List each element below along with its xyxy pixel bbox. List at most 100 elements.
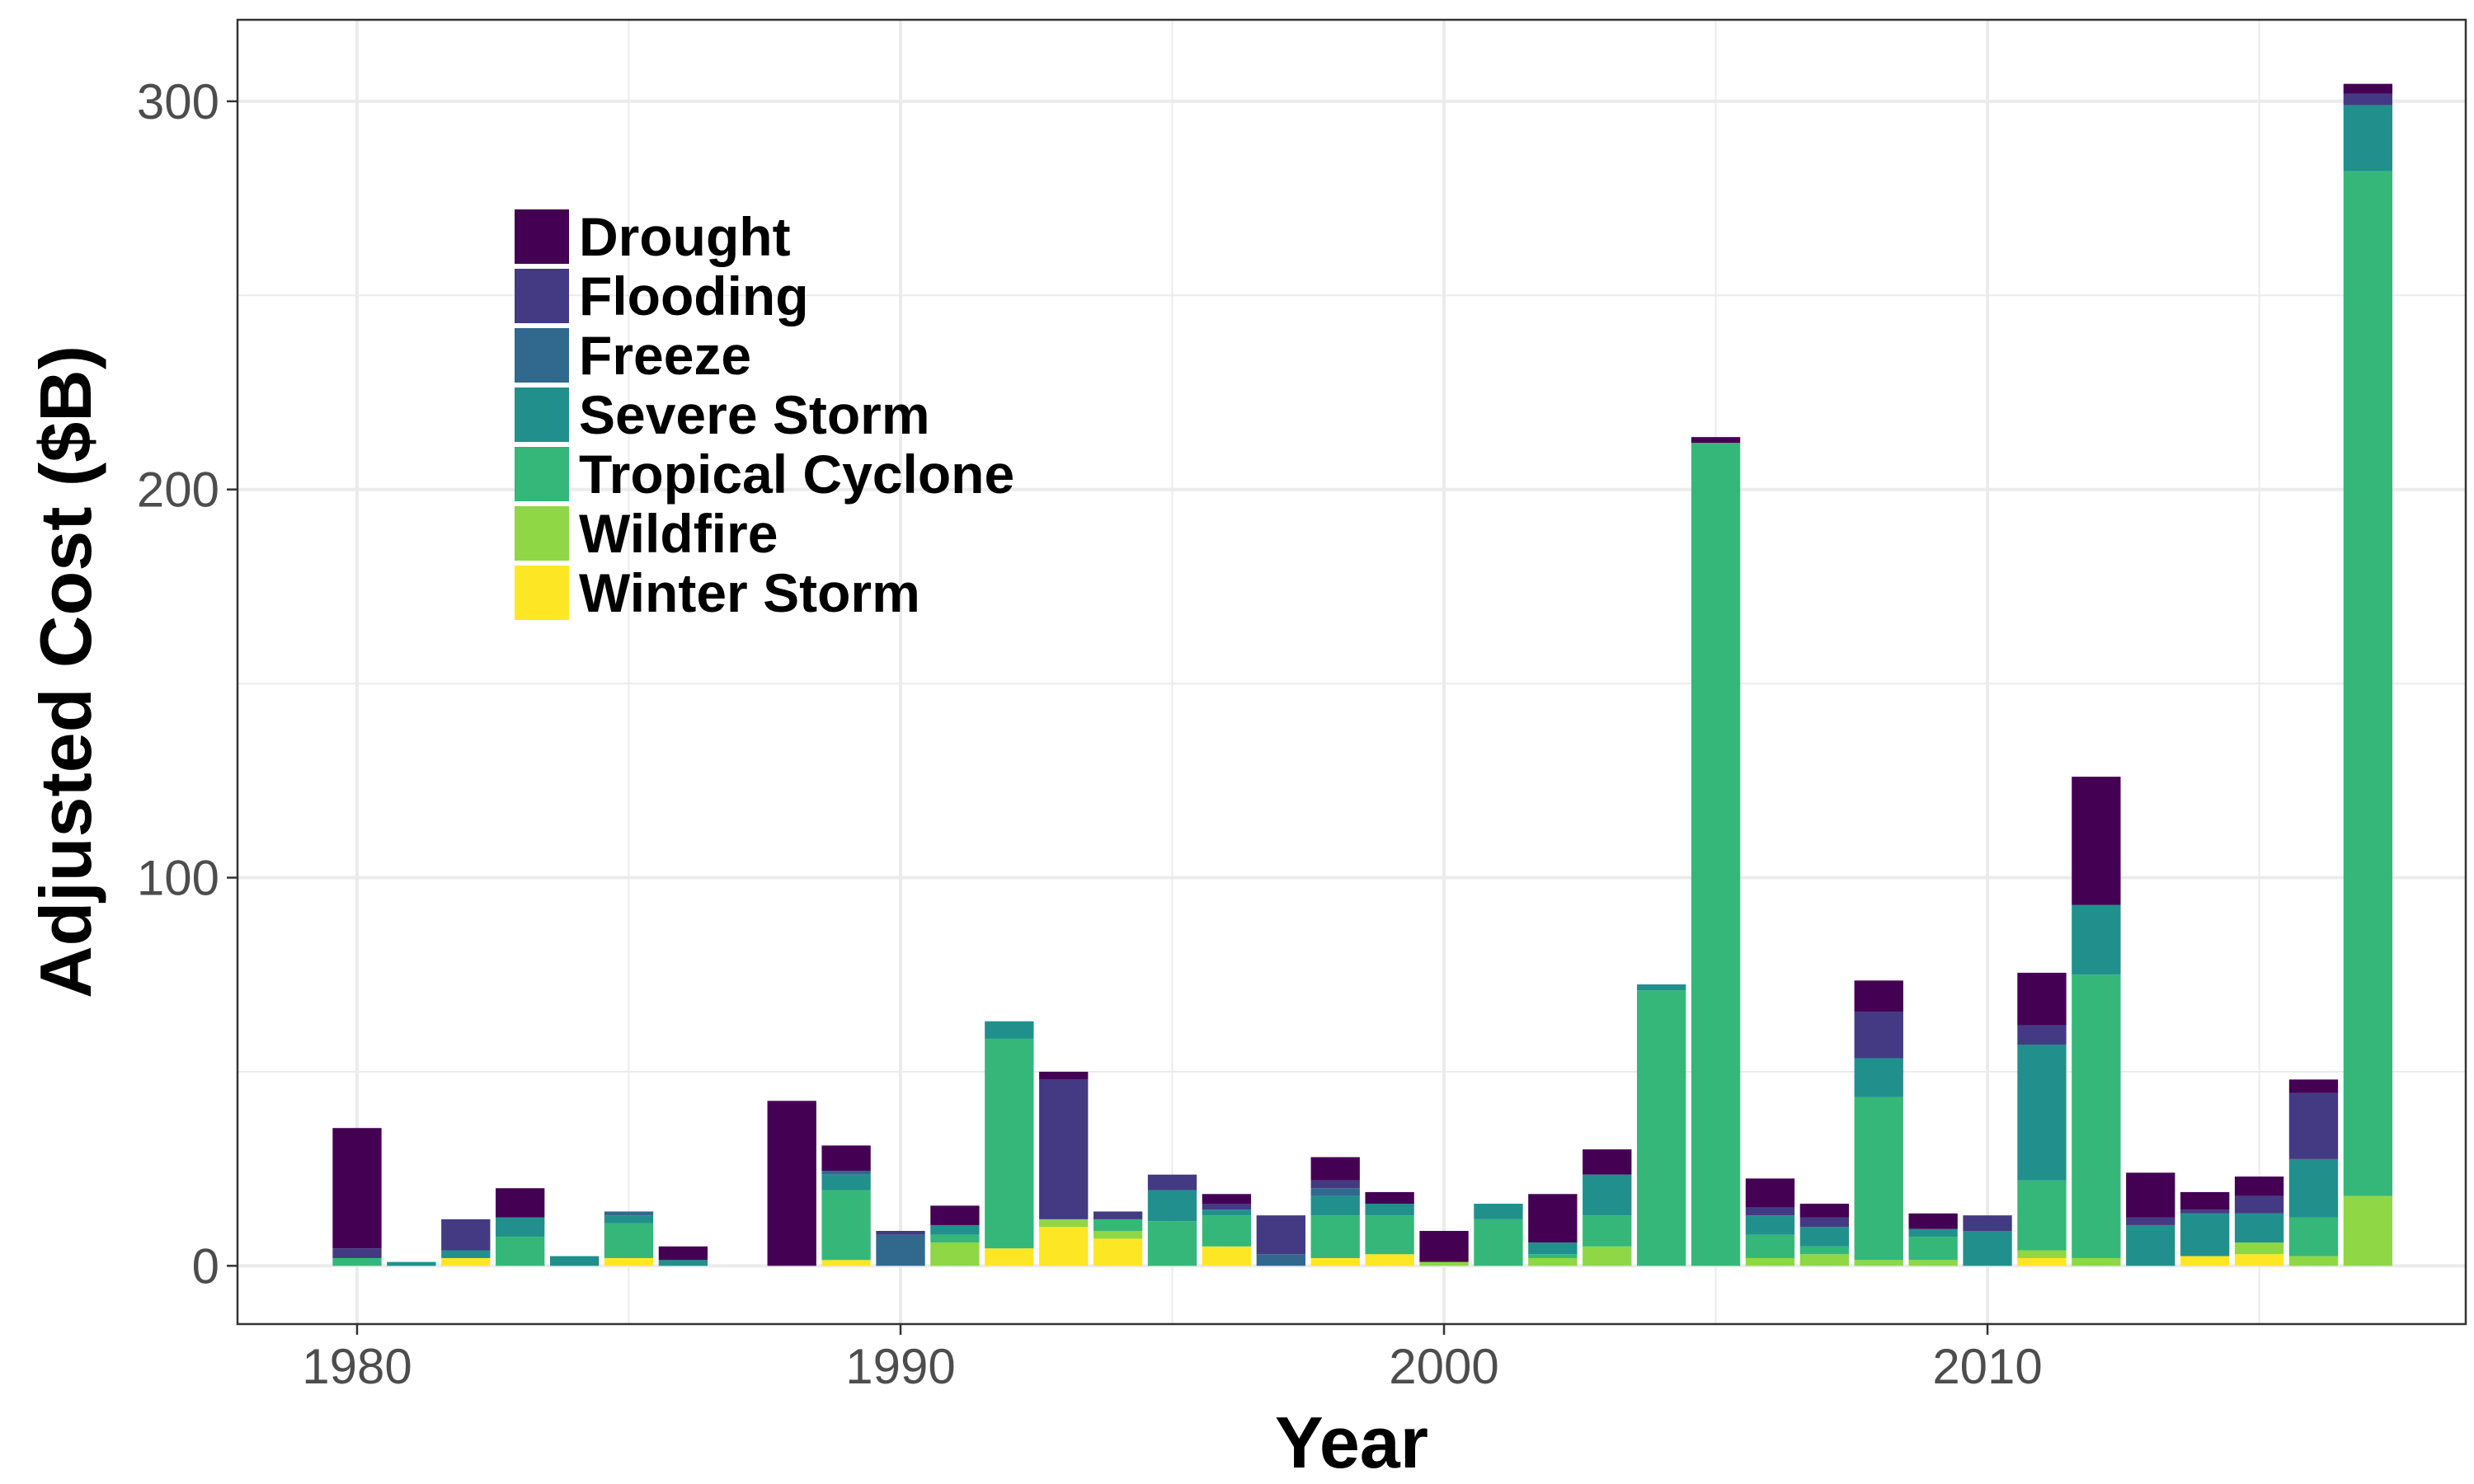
bar-2001-tropical-cyclone: [1474, 1219, 1523, 1266]
legend-label-wildfire: Wildfire: [579, 503, 778, 564]
bar-2012-tropical-cyclone: [2072, 974, 2121, 1258]
bar-2014-flooding: [2180, 1209, 2230, 1214]
legend-label-flooding: Flooding: [579, 265, 809, 326]
bar-2017-flooding: [2343, 93, 2393, 106]
legend-key-severe-storm: [515, 387, 569, 442]
bar-2008-wildfire: [1854, 1260, 1903, 1266]
bar-1996-tropical-cyclone: [1202, 1215, 1252, 1247]
bar-1998-freeze: [1310, 1188, 1360, 1196]
bar-1981-severe-storm: [387, 1261, 436, 1266]
bar-2017-tropical-cyclone: [2343, 171, 2393, 1196]
bar-2014-severe-storm: [2180, 1213, 2230, 1256]
bar-2017-drought: [2343, 83, 2393, 94]
legend-label-severe-storm: Severe Storm: [579, 384, 930, 445]
bar-2007-tropical-cyclone: [1799, 1246, 1850, 1255]
bar-1988-drought: [767, 1101, 816, 1266]
bar-2002-severe-storm: [1528, 1242, 1578, 1255]
legend-key-drought: [515, 209, 569, 264]
y-axis-title: Adjusted Cost ($B): [25, 345, 106, 998]
bar-2015-severe-storm: [2234, 1213, 2284, 1243]
axis-layer: 0 100 200 300 1980 1990 2000 2010: [137, 74, 2043, 1394]
legend-label-winter-storm: Winter Storm: [579, 562, 920, 623]
bar-1998-drought: [1310, 1157, 1360, 1181]
bar-2006-tropical-cyclone: [1745, 1234, 1795, 1258]
bar-2014-drought: [2180, 1191, 2230, 1210]
bar-1983-drought: [496, 1188, 545, 1218]
y-tick-label: 100: [137, 851, 219, 906]
bar-1980-drought: [332, 1128, 382, 1249]
bar-2006-wildfire: [1745, 1257, 1795, 1266]
bar-2016-drought: [2288, 1079, 2339, 1093]
bar-1994-tropical-cyclone: [1093, 1219, 1143, 1231]
bar-2007-flooding: [1799, 1217, 1850, 1228]
bar-1983-tropical-cyclone: [496, 1237, 545, 1266]
bar-2001-severe-storm: [1474, 1204, 1523, 1219]
bar-1989-winter-storm: [821, 1260, 871, 1266]
bar-1999-drought: [1365, 1191, 1414, 1205]
bar-1986-severe-storm: [658, 1260, 708, 1266]
legend-key-freeze: [515, 328, 569, 383]
bar-1993-winter-storm: [1039, 1227, 1089, 1266]
bar-1995-flooding: [1147, 1174, 1197, 1190]
bar-2009-wildfire: [1908, 1260, 1958, 1266]
bar-2007-severe-storm: [1799, 1227, 1850, 1247]
bar-1996-winter-storm: [1202, 1246, 1252, 1266]
bar-2003-tropical-cyclone: [1583, 1215, 1632, 1247]
bar-1993-wildfire: [1039, 1219, 1089, 1228]
bar-1994-flooding: [1093, 1211, 1143, 1219]
bar-1998-flooding: [1310, 1180, 1360, 1189]
bar-2002-wildfire: [1528, 1257, 1578, 1266]
legend-label-drought: Drought: [579, 206, 791, 267]
bar-2016-severe-storm: [2288, 1158, 2339, 1218]
bar-1994-wildfire: [1093, 1231, 1143, 1239]
bar-1985-winter-storm: [604, 1257, 654, 1266]
plot-panel-border: [236, 18, 2467, 1326]
legend-label-freeze: Freeze: [579, 325, 751, 386]
bar-2009-tropical-cyclone: [1908, 1237, 1958, 1261]
bar-2009-severe-storm: [1908, 1228, 1958, 1237]
bar-2010-flooding: [1963, 1215, 2012, 1231]
bar-1993-drought: [1039, 1071, 1089, 1080]
y-tick-label: 300: [137, 74, 219, 129]
x-tick-label: 1990: [845, 1339, 955, 1394]
bar-2017-wildfire: [2343, 1195, 2393, 1266]
bar-2010-severe-storm: [1963, 1231, 2012, 1266]
x-tick-label: 2000: [1389, 1339, 1498, 1394]
bar-1995-tropical-cyclone: [1147, 1221, 1197, 1266]
bar-2015-winter-storm: [2234, 1254, 2284, 1266]
bar-2013-flooding: [2126, 1217, 2175, 1225]
bar-2004-tropical-cyclone: [1636, 990, 1686, 1266]
bar-2008-flooding: [1854, 1011, 1903, 1059]
bar-2013-severe-storm: [2126, 1224, 2175, 1266]
bar-2013-drought: [2126, 1172, 2175, 1218]
bar-1982-flooding: [441, 1219, 491, 1251]
bar-2017-severe-storm: [2343, 105, 2393, 171]
bar-2008-tropical-cyclone: [1854, 1097, 1903, 1261]
legend-key-flooding: [515, 269, 569, 323]
bar-2008-drought: [1854, 980, 1903, 1012]
y-tick-label: 0: [192, 1238, 219, 1294]
bar-2003-wildfire: [1583, 1246, 1632, 1266]
bar-layer: [332, 83, 2393, 1266]
bar-1999-winter-storm: [1365, 1254, 1414, 1266]
bar-1986-drought: [658, 1246, 708, 1261]
bar-2009-drought: [1908, 1213, 1958, 1229]
bar-2008-severe-storm: [1854, 1058, 1903, 1097]
bar-1980-tropical-cyclone: [332, 1257, 382, 1266]
bar-1989-tropical-cyclone: [821, 1190, 871, 1261]
bar-2011-severe-storm: [2017, 1045, 2067, 1181]
bar-1997-flooding: [1256, 1215, 1305, 1255]
bar-1994-winter-storm: [1093, 1238, 1143, 1266]
bar-1996-severe-storm: [1202, 1209, 1252, 1216]
bar-2011-wildfire: [2017, 1250, 2067, 1258]
bar-1983-severe-storm: [496, 1217, 545, 1237]
legend-label-tropical-cyclone: Tropical Cyclone: [579, 444, 1014, 505]
bar-2012-drought: [2072, 777, 2121, 905]
bar-2004-severe-storm: [1636, 984, 1686, 991]
bar-2016-tropical-cyclone: [2288, 1217, 2339, 1256]
bar-2003-severe-storm: [1583, 1174, 1632, 1216]
bar-1993-flooding: [1039, 1079, 1089, 1219]
bar-2011-drought: [2017, 972, 2067, 1026]
legend-key-wildfire: [515, 506, 569, 561]
